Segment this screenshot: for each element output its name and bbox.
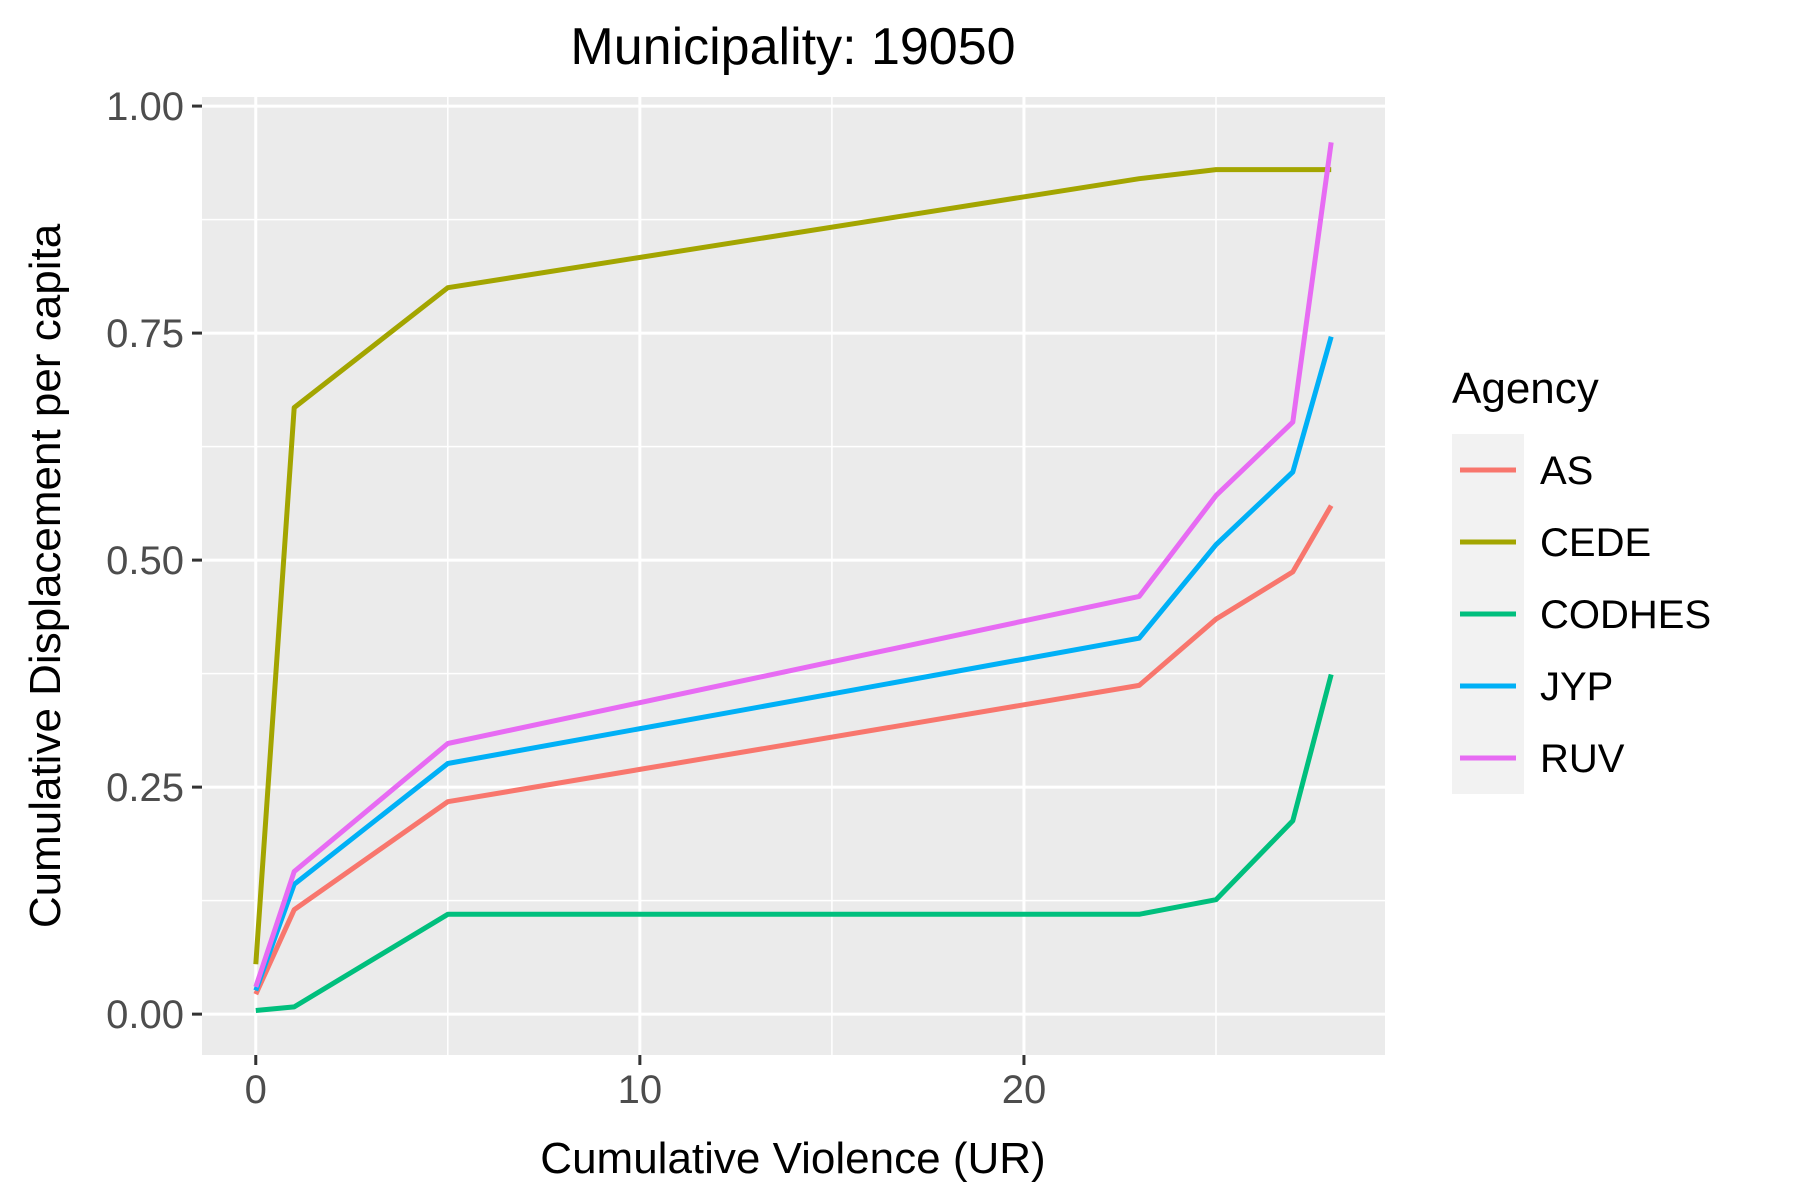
x-tick-label: 20 (1002, 1068, 1047, 1112)
x-tick-label: 10 (618, 1068, 663, 1112)
y-tick-label: 0.75 (106, 312, 184, 356)
x-axis-title: Cumulative Violence (UR) (540, 1134, 1045, 1183)
y-tick-label: 0.00 (106, 993, 184, 1037)
chart-title: Municipality: 19050 (570, 18, 1015, 76)
legend-items: AS CEDE CODHES JYP RUV (1460, 449, 1711, 781)
axis-ticks (192, 104, 1026, 1065)
y-tick-label: 0.25 (106, 766, 184, 810)
legend-label-codhes: CODHES (1540, 593, 1711, 637)
series-line-cede (253, 167, 1332, 965)
x-tick-label: 0 (245, 1068, 267, 1112)
legend-label-ruv: RUV (1540, 737, 1625, 781)
legend: Agency AS CEDE CODHES JYP RUV (1452, 364, 1711, 794)
y-axis-title: Cumulative Displacement per capita (21, 223, 70, 928)
plot-panel (202, 97, 1385, 1055)
legend-label-jyp: JYP (1540, 665, 1613, 709)
series-line-codhes (255, 673, 1334, 1013)
legend-label-as: AS (1540, 449, 1593, 493)
legend-label-cede: CEDE (1540, 521, 1651, 565)
series-line-jyp (253, 336, 1334, 992)
y-tick-label: 1.00 (106, 85, 184, 129)
y-axis-tick-labels: 0.00 0.25 0.50 0.75 1.00 (106, 85, 184, 1037)
minor-gridlines (202, 97, 1385, 1055)
legend-title: Agency (1452, 364, 1599, 413)
series-lines (253, 142, 1334, 1013)
x-axis-tick-labels: 0 10 20 (245, 1068, 1047, 1112)
series-line-ruv (253, 142, 1334, 988)
y-tick-label: 0.50 (106, 539, 184, 583)
series-line-as (253, 504, 1334, 996)
